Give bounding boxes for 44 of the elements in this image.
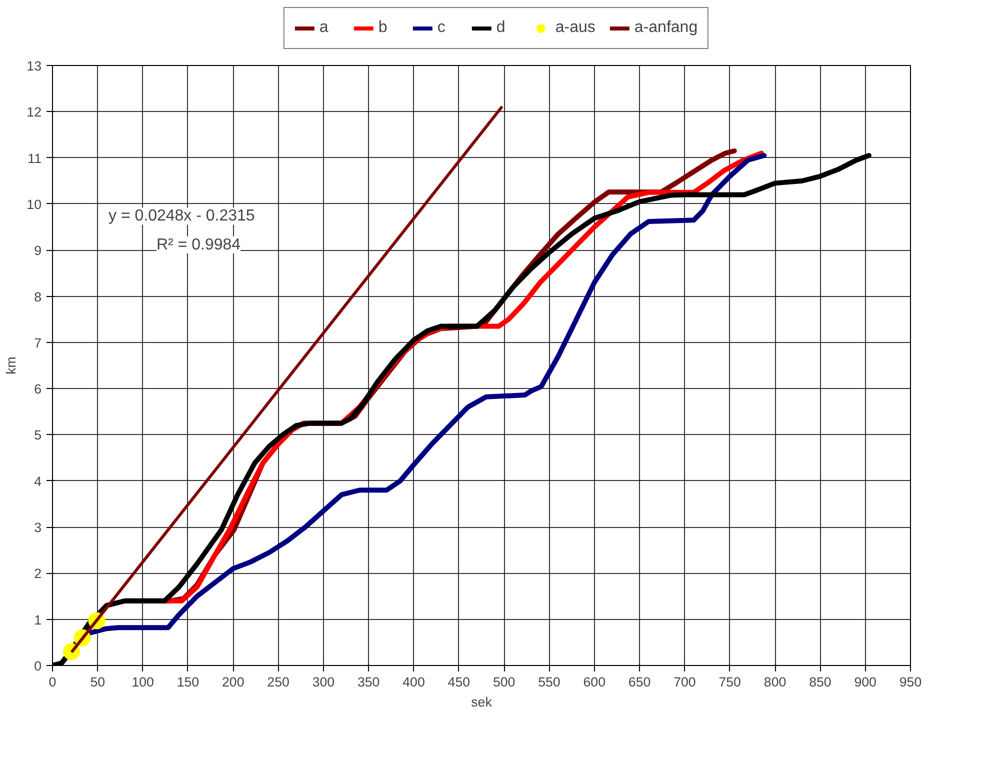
y-axis-title: km — [4, 356, 19, 374]
annotation: y = 0.0248x - 0.2315 — [108, 208, 255, 225]
y-tick-label: 12 — [26, 104, 42, 120]
y-tick-label: 4 — [34, 474, 42, 489]
annotation: R² = 0.9984 — [156, 236, 241, 254]
y-tick-label: 5 — [34, 428, 42, 443]
legend-label: c — [437, 18, 446, 36]
legend-label: a-anfang — [634, 18, 698, 36]
legend-label: d — [496, 18, 506, 36]
x-axis-title: sek — [471, 694, 492, 710]
x-tick-label: 600 — [583, 674, 606, 690]
x-tick-label: 450 — [448, 674, 470, 690]
x-tick-label: 350 — [357, 674, 380, 690]
x-tick-label: 650 — [628, 674, 651, 690]
legend-label: a — [319, 18, 330, 36]
x-tick-label: 50 — [90, 674, 106, 690]
x-tick-label: 400 — [402, 674, 425, 690]
x-tick-label: 850 — [809, 674, 832, 690]
legend-label: b — [378, 18, 388, 36]
x-tick-label: 150 — [176, 674, 200, 690]
x-tick-label: 950 — [899, 674, 922, 690]
x-tick-label: 100 — [132, 674, 154, 690]
x-tick-label: 500 — [492, 674, 516, 690]
y-tick-label: 3 — [34, 520, 42, 536]
y-tick-label: 8 — [34, 289, 42, 304]
x-tick-label: 200 — [222, 674, 244, 690]
x-tick-label: 700 — [674, 674, 696, 690]
x-tick-label: 0 — [48, 674, 56, 690]
x-tick-label: 550 — [538, 674, 560, 690]
legend-label: a-aus — [555, 18, 596, 36]
y-tick-label: 7 — [34, 335, 42, 350]
y-tick-label: 2 — [34, 566, 42, 582]
x-tick-label: 750 — [718, 674, 741, 690]
y-tick-label: 10 — [26, 196, 42, 212]
y-tick-label: 11 — [28, 150, 42, 166]
x-tick-label: 250 — [267, 674, 290, 690]
y-tick-label: 13 — [26, 58, 42, 74]
y-tick-label: 9 — [34, 243, 42, 258]
y-tick-label: 1 — [34, 612, 42, 628]
x-tick-label: 900 — [854, 674, 876, 690]
x-tick-label: 800 — [764, 674, 786, 690]
y-tick-label: 6 — [34, 382, 42, 397]
x-tick-label: 300 — [312, 674, 335, 690]
y-tick-label: 0 — [34, 658, 42, 674]
